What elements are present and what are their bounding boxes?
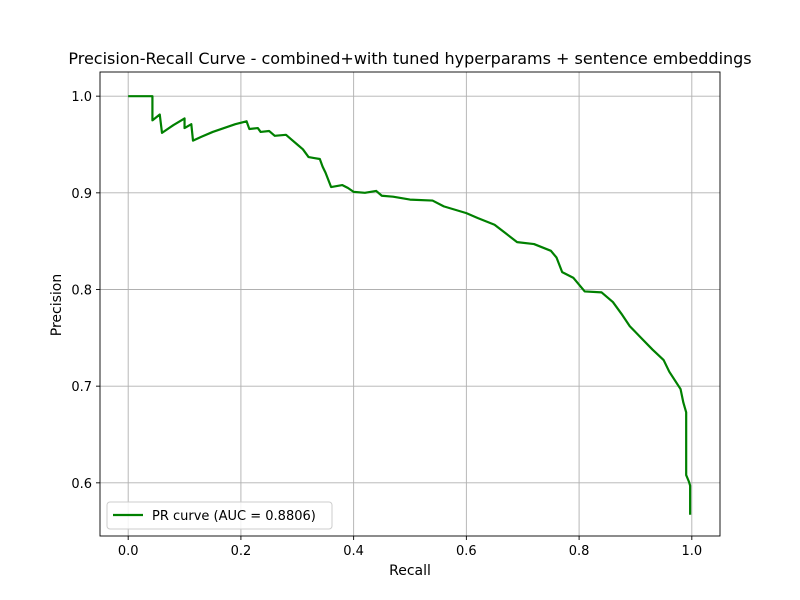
x-tick-label: 0.4 — [343, 544, 364, 559]
series-layer — [128, 95, 692, 515]
plot-frame — [99, 71, 721, 537]
grid-layer — [100, 72, 720, 536]
y-tick-label: 0.9 — [71, 187, 92, 202]
y-tick-label: 1.0 — [71, 90, 92, 105]
x-tick-label: 0.0 — [118, 544, 139, 559]
y-tick-label: 0.7 — [71, 380, 92, 395]
x-tick-label: 0.8 — [569, 544, 590, 559]
legend: PR curve (AUC = 0.8806) — [106, 501, 333, 530]
chart-title: Precision-Recall Curve - combined+with t… — [68, 49, 751, 68]
y-axis-label: Precision — [49, 274, 65, 336]
x-tick-label: 0.6 — [456, 544, 477, 559]
x-tick-label: 0.2 — [231, 544, 252, 559]
ticks-layer: 0.0 0.2 0.4 0.6 0.8 1.0 0.6 0.7 0.8 0.9 1.0 — [71, 90, 702, 559]
y-tick-label: 0.6 — [71, 477, 92, 492]
y-tick-label: 0.8 — [71, 284, 92, 299]
plot-background — [100, 72, 720, 536]
x-tick-label: 1.0 — [681, 544, 702, 559]
plot-area: 0.0 0.2 0.4 0.6 0.8 1.0 0.6 0.7 0.8 0.9 1.0 — [71, 71, 721, 559]
x-axis-label: Recall — [389, 563, 431, 579]
legend-box — [106, 501, 333, 530]
pr-curve-line — [128, 95, 692, 515]
legend-series-label: PR curve (AUC = 0.8806) — [152, 509, 316, 524]
